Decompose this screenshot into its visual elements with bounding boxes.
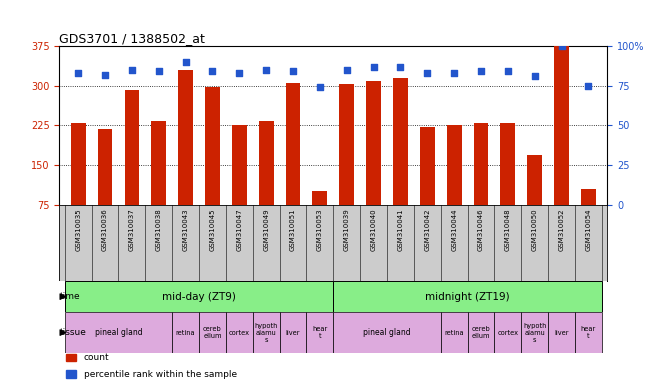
Bar (447, 125, 461, 205)
Text: GSM310054: GSM310054 (585, 209, 591, 251)
Text: pineal gland: pineal gland (363, 328, 411, 337)
Text: GSM310040: GSM310040 (370, 209, 377, 251)
Text: midnight (ZT19): midnight (ZT19) (425, 291, 510, 302)
Point (315, 84, 325, 90)
Bar (312, 191, 327, 205)
Bar (226, 312, 253, 353)
Text: GSM310043: GSM310043 (183, 209, 189, 251)
Bar (306, 312, 333, 353)
Point (529, 73, 540, 79)
Text: GSM310042: GSM310042 (424, 209, 430, 251)
Text: liver: liver (286, 329, 300, 336)
Bar (253, 312, 280, 353)
Bar (393, 78, 408, 205)
Bar (66, 371, 76, 378)
Text: GSM310048: GSM310048 (505, 209, 511, 251)
Bar (232, 125, 247, 205)
Point (556, 43, 567, 49)
Bar (178, 70, 193, 205)
Bar (494, 312, 521, 353)
Text: hear
t: hear t (581, 326, 596, 339)
Text: percentile rank within the sample: percentile rank within the sample (84, 370, 237, 379)
Text: GSM310035: GSM310035 (75, 209, 81, 251)
Bar (280, 312, 306, 353)
Bar (199, 312, 226, 353)
Text: tissue: tissue (59, 328, 86, 337)
Text: cereb
ellum: cereb ellum (472, 326, 490, 339)
Bar (500, 123, 515, 205)
Point (100, 71, 110, 78)
Bar (172, 312, 199, 353)
Text: GSM310037: GSM310037 (129, 209, 135, 251)
Point (261, 67, 271, 73)
Point (341, 67, 352, 73)
Text: GSM310051: GSM310051 (290, 209, 296, 251)
Point (449, 70, 459, 76)
Point (502, 68, 513, 74)
Text: liver: liver (554, 329, 569, 336)
Text: GSM310045: GSM310045 (209, 209, 215, 251)
Bar (286, 83, 300, 205)
Text: cortex: cortex (229, 329, 250, 336)
Point (288, 68, 298, 74)
Point (583, 83, 594, 89)
Bar (474, 123, 488, 205)
Point (234, 70, 245, 76)
Bar (125, 90, 139, 205)
Text: GSM310050: GSM310050 (532, 209, 538, 251)
Text: GSM310046: GSM310046 (478, 209, 484, 251)
Bar (151, 121, 166, 205)
Bar (333, 281, 602, 312)
Text: GSM310052: GSM310052 (558, 209, 564, 251)
Point (207, 68, 218, 74)
Point (422, 70, 432, 76)
Text: retina: retina (444, 329, 464, 336)
Text: hear
t: hear t (312, 326, 327, 339)
Text: time: time (59, 292, 81, 301)
Point (73, 70, 83, 76)
Point (476, 68, 486, 74)
Bar (554, 46, 569, 205)
Text: GSM310036: GSM310036 (102, 209, 108, 251)
Bar (366, 81, 381, 205)
Bar (205, 87, 220, 205)
Bar (581, 189, 596, 205)
Bar (71, 123, 86, 205)
Bar (441, 312, 467, 353)
Point (395, 64, 406, 70)
Bar (333, 312, 441, 353)
Bar (527, 156, 542, 205)
Text: count: count (84, 353, 109, 362)
Bar (339, 84, 354, 205)
Text: retina: retina (176, 329, 195, 336)
Bar (467, 312, 494, 353)
Text: hypoth
alamu
s: hypoth alamu s (523, 323, 546, 343)
Text: GSM310038: GSM310038 (156, 209, 162, 251)
Bar (420, 127, 435, 205)
Text: pineal gland: pineal gland (94, 328, 143, 337)
Bar (66, 354, 76, 361)
Bar (65, 312, 172, 353)
Bar (259, 121, 273, 205)
Text: GDS3701 / 1388502_at: GDS3701 / 1388502_at (59, 32, 205, 45)
Text: GSM310041: GSM310041 (397, 209, 403, 251)
Point (368, 64, 379, 70)
Bar (548, 312, 575, 353)
Text: GSM310044: GSM310044 (451, 209, 457, 251)
Text: mid-day (ZT9): mid-day (ZT9) (162, 291, 236, 302)
Bar (575, 312, 602, 353)
Text: cereb
ellum: cereb ellum (203, 326, 222, 339)
Text: cortex: cortex (498, 329, 518, 336)
Text: GSM310049: GSM310049 (263, 209, 269, 251)
Point (154, 68, 164, 74)
Text: GSM310053: GSM310053 (317, 209, 323, 251)
Text: hypoth
alamu
s: hypoth alamu s (255, 323, 278, 343)
Bar (98, 129, 112, 205)
Text: GSM310039: GSM310039 (344, 209, 350, 251)
Bar (65, 281, 333, 312)
Point (127, 67, 137, 73)
Point (180, 59, 191, 65)
Text: GSM310047: GSM310047 (236, 209, 242, 251)
Bar (521, 312, 548, 353)
